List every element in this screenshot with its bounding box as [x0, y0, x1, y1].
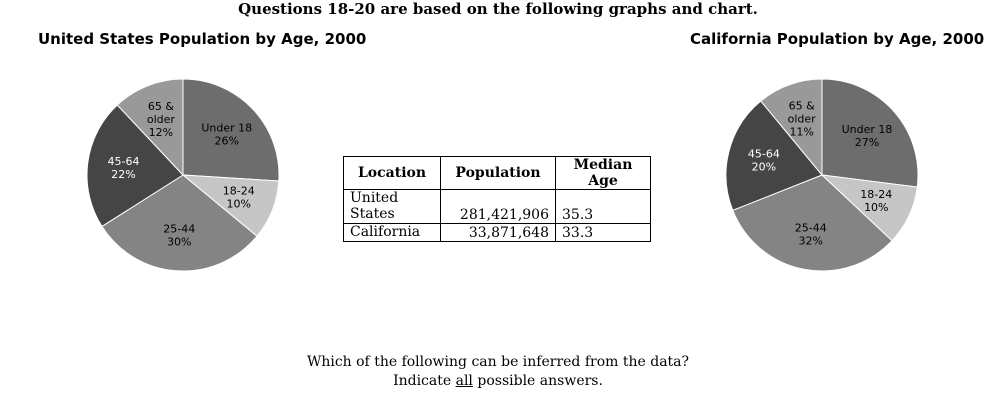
instruction-post: possible answers. — [472, 373, 603, 389]
pie-slice — [732, 174, 893, 272]
slice-label: Under 18 26% — [201, 121, 252, 147]
us-chart-title: United States Population by Age, 2000 — [38, 30, 367, 48]
slice-label: 25-44 30% — [163, 222, 195, 248]
instruction-emphasis: all — [455, 373, 473, 389]
table-cell-population: 33,871,648 — [440, 223, 556, 242]
table-cell-location: United States — [343, 189, 441, 224]
population-table: Location Population Median Age United St… — [343, 156, 651, 242]
pie-slice — [116, 78, 184, 177]
pie-slice — [725, 100, 823, 211]
column-header-population: Population — [440, 156, 556, 190]
column-header-location: Location — [343, 156, 441, 190]
question-header: Questions 18-20 are based on the followi… — [238, 0, 758, 18]
slice-label: 45-64 20% — [748, 148, 780, 174]
table-row: California 33,871,648 33.3 — [343, 223, 651, 242]
table-cell-location: California — [343, 223, 441, 242]
slice-label: 45-64 22% — [107, 155, 139, 181]
table-cell-population: 281,421,906 — [440, 189, 556, 224]
slice-label: 18-24 10% — [223, 185, 255, 211]
location-line: United — [350, 190, 399, 206]
slice-label: 25-44 32% — [795, 221, 827, 247]
question-text: Which of the following can be inferred f… — [0, 353, 996, 391]
question-line: Which of the following can be inferred f… — [306, 354, 690, 370]
location-line: States — [350, 206, 395, 222]
ca-chart-title: California Population by Age, 2000 — [690, 30, 985, 48]
us-pie-chart: Under 18 26% 18-24 10% 25-44 30% 45-64 22% 65 & o… — [86, 78, 280, 272]
table-cell-median-age: 35.3 — [555, 189, 651, 224]
slice-label: 18-24 10% — [860, 188, 892, 214]
pie-slice — [821, 78, 919, 188]
table-cell-median-age: 33.3 — [555, 223, 651, 242]
table-row: United States 281,421,906 35.3 — [343, 189, 651, 224]
pie-slice — [101, 174, 258, 272]
slice-label: 65 & older 12% — [147, 100, 176, 139]
table-header-row: Location Population Median Age — [343, 156, 651, 190]
column-header-median-age: Median Age — [555, 156, 651, 190]
slice-label: 65 & older 11% — [788, 100, 817, 139]
question-instruction: Indicate all possible answers. — [0, 372, 996, 391]
ca-pie-chart: Under 18 27% 18-24 10% 25-44 32% 45-64 20% 65 & o… — [725, 78, 919, 272]
pie-slice — [86, 104, 184, 228]
slice-label: Under 18 27% — [842, 123, 893, 149]
pie-slice — [182, 78, 280, 182]
instruction-pre: Indicate — [393, 373, 456, 389]
pie-slice — [760, 78, 823, 177]
